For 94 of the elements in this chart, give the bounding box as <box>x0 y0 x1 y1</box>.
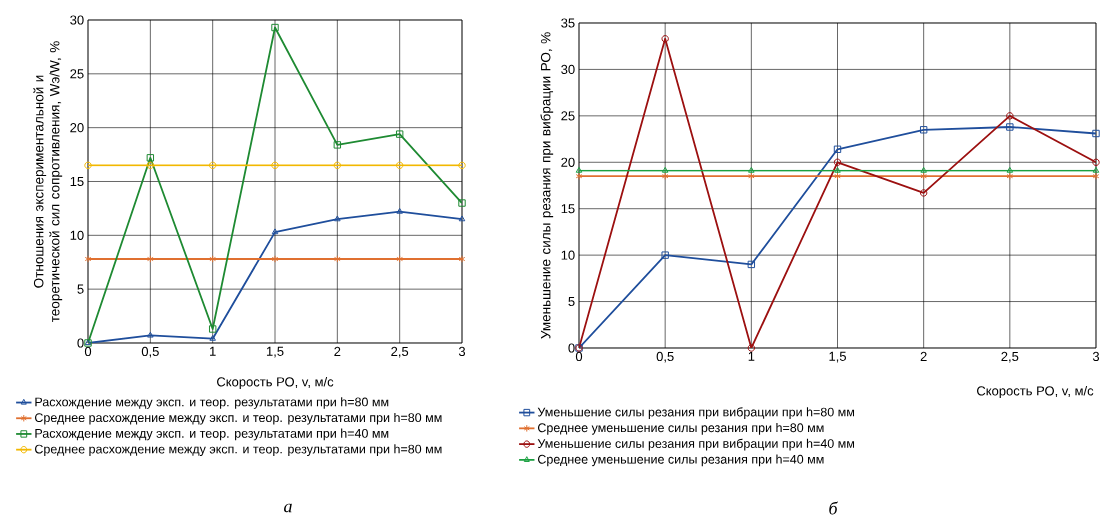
point <box>1092 129 1100 138</box>
legend-label: Расхождение между эксп. и теор. результатами при h=80 мм <box>35 397 389 409</box>
point <box>919 189 928 197</box>
point <box>920 172 927 180</box>
point <box>395 161 404 170</box>
point <box>458 161 466 170</box>
x-tick-label: 0 <box>84 346 92 357</box>
point <box>271 23 279 32</box>
point <box>396 255 403 263</box>
x-tick-label: 3 <box>458 346 466 357</box>
point <box>209 255 216 263</box>
point <box>458 215 466 222</box>
point <box>84 161 92 170</box>
y-tick-label: 10 <box>70 230 84 240</box>
point <box>1006 166 1014 173</box>
point <box>661 166 669 173</box>
legend-label: Среднее уменьшение силы резания при h=40 мм <box>538 454 824 467</box>
point <box>333 141 342 149</box>
point <box>146 154 155 162</box>
y-tick-label: 15 <box>561 204 575 214</box>
x-tick-label: 2,5 <box>1001 351 1019 363</box>
legend-label: Уменьшение силы резания при вибрации при h=80 мм <box>537 407 855 419</box>
point <box>748 172 755 180</box>
point <box>208 325 217 333</box>
x-tick-label: 2,5 <box>391 346 409 358</box>
point <box>1092 158 1100 166</box>
y-axis-title: Отношения экспериментальной и теоретической сил сопротивления, Wэ/W, % <box>33 41 63 323</box>
x-axis-title: Скорость РО, v, м/с <box>217 376 334 390</box>
x-tick-label: 2 <box>334 346 341 356</box>
point <box>147 331 154 338</box>
point <box>147 255 154 263</box>
y-tick-label: 20 <box>561 157 575 167</box>
legend-label: Расхождение между эксп. и теор. результатами при h=40 мм <box>35 428 389 441</box>
x-tick-label: 3 <box>1092 351 1100 362</box>
point <box>575 166 583 173</box>
y-tick-label: 30 <box>70 15 84 25</box>
x-tick-label: 1,5 <box>829 351 846 363</box>
point <box>209 334 216 341</box>
point <box>661 172 669 180</box>
legend-label: Среднее расхождение между эксп. и теор. результатами при h=80 мм <box>35 444 442 456</box>
text: б <box>829 501 839 515</box>
point <box>458 255 466 263</box>
point <box>834 172 841 180</box>
x-tick-label: 1,5 <box>266 346 284 358</box>
point <box>395 130 404 138</box>
point <box>661 251 669 259</box>
x-tick-label: 0,5 <box>656 351 674 363</box>
point <box>833 145 842 153</box>
point <box>271 255 279 263</box>
x-tick-label: 0,5 <box>141 346 159 358</box>
point <box>919 126 928 134</box>
point <box>1092 166 1100 173</box>
point <box>334 215 341 222</box>
y-tick-label: 20 <box>70 123 84 133</box>
point <box>146 161 155 170</box>
point <box>833 158 842 166</box>
y-tick-label: 30 <box>561 64 575 75</box>
legend-label: Среднее расхождение между эксп. и теор. результатами при h=80 мм <box>35 412 442 425</box>
x-tick-label: 0 <box>575 351 583 362</box>
point <box>834 166 841 173</box>
y-tick-label: 25 <box>70 69 84 79</box>
point <box>748 166 755 173</box>
y-tick-label: 5 <box>568 297 575 307</box>
y-tick-label: 25 <box>561 111 575 121</box>
point <box>747 344 756 352</box>
x-tick-label: 2 <box>920 351 927 361</box>
legend-label: Уменьшение силы резания при вибрации при h=40 мм <box>537 438 855 451</box>
point <box>271 161 279 170</box>
legend-label: Среднее уменьшение силы резания при h=80 мм <box>538 422 824 435</box>
point <box>747 260 756 269</box>
point <box>920 166 927 173</box>
y-tick-label: 0 <box>77 338 84 348</box>
y-tick-label: 10 <box>561 250 575 260</box>
x-tick-label: 1 <box>210 346 216 356</box>
point <box>271 228 279 235</box>
point <box>1006 112 1014 120</box>
point <box>84 255 92 263</box>
point <box>1092 172 1100 180</box>
x-tick-label: 1 <box>748 351 755 361</box>
point <box>1006 172 1014 180</box>
y-tick-label: 5 <box>77 284 84 294</box>
point <box>458 199 466 207</box>
point <box>333 161 342 170</box>
text: а <box>284 503 292 513</box>
point <box>661 35 669 43</box>
point <box>334 255 341 263</box>
y-axis-title: Уменьшение силы резания при вибрации РО, % <box>540 32 554 339</box>
point <box>1006 123 1014 131</box>
x-axis-title: Скорость РО, v, м/с <box>977 385 1094 399</box>
y-tick-label: 15 <box>70 176 84 187</box>
point <box>396 207 403 214</box>
point <box>208 161 217 170</box>
point <box>575 172 583 180</box>
y-tick-label: 35 <box>561 18 575 28</box>
